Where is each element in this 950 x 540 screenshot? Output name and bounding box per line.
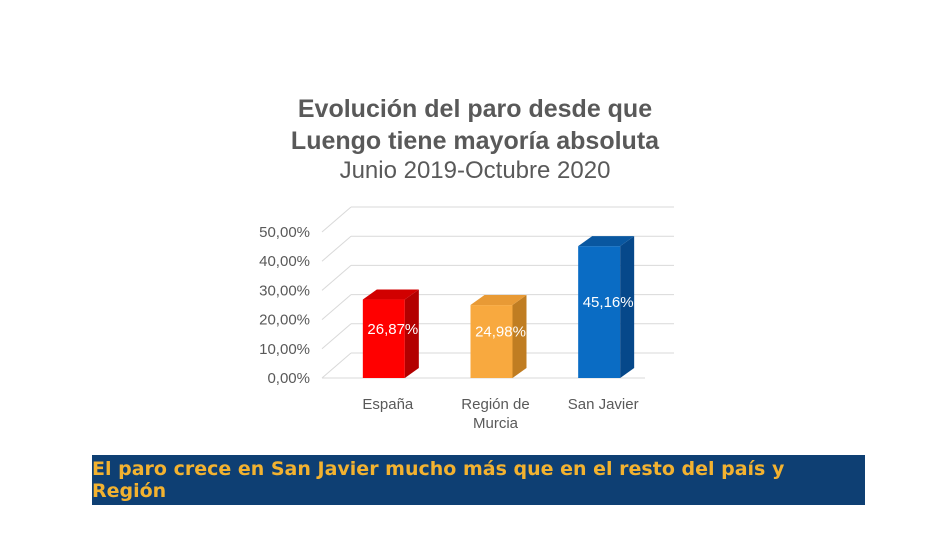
- y-tick-label: 10,00%: [259, 341, 310, 358]
- bar-top: [470, 295, 527, 306]
- conclusion-banner: El paro crece en San Javier mucho más qu…: [92, 455, 865, 505]
- x-category-label: España: [362, 396, 414, 413]
- data-label: 24,98%: [475, 324, 526, 341]
- x-category-label: Región de: [461, 396, 529, 413]
- y-tick-label: 50,00%: [259, 224, 310, 241]
- bar-side: [404, 289, 419, 378]
- gridline-diagonal: [321, 352, 352, 379]
- gridline-diagonal: [321, 294, 352, 320]
- chart-title-line-1: Evolución del paro desde que: [297, 95, 653, 123]
- data-label: 26,87%: [367, 321, 418, 338]
- y-tick-label: 20,00%: [259, 312, 310, 329]
- chart-subtitle: Junio 2019-Octubre 2020: [339, 157, 611, 184]
- x-category-label: Murcia: [473, 415, 519, 432]
- bar-top: [578, 236, 635, 247]
- conclusion-text: El paro crece en San Javier mucho más qu…: [92, 458, 785, 502]
- gridline-diagonal: [321, 265, 352, 291]
- gridline-diagonal: [321, 206, 352, 233]
- y-tick-label: 0,00%: [267, 370, 310, 387]
- gridline-diagonal: [321, 323, 352, 350]
- bar-front: [362, 299, 405, 378]
- x-category-label: San Javier: [568, 396, 639, 413]
- gridline-diagonal: [321, 235, 352, 262]
- bar-front: [578, 246, 621, 378]
- bar-top: [362, 289, 419, 300]
- bar-side: [512, 295, 527, 378]
- data-label: 45,16%: [583, 294, 634, 311]
- y-tick-label: 30,00%: [259, 282, 310, 299]
- chart-title-line-2: Luengo tiene mayoría absoluta: [290, 127, 660, 155]
- y-tick-label: 40,00%: [259, 253, 310, 270]
- bar-front: [470, 305, 513, 378]
- bar-side: [620, 236, 635, 378]
